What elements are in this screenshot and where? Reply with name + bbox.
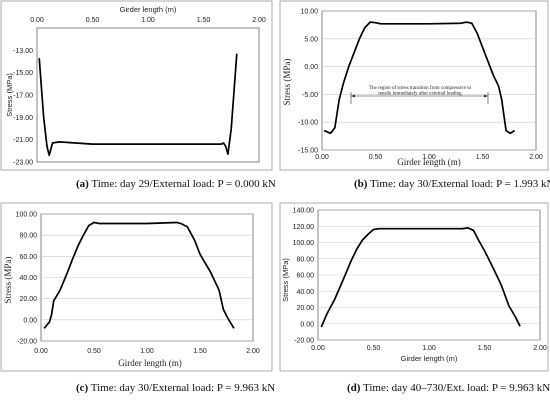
caption-a-text: Time: day 29/External load: P = 0.000 kN — [88, 178, 276, 190]
panel-c-y-tick-label: 60.00 — [19, 254, 37, 261]
caption-b-text: Time: day 30/External load: P = 1.993 kN — [367, 178, 550, 190]
panel-b-x-tick-label: 0.50 — [369, 154, 383, 161]
panel-b-x-tick-label: 0.00 — [315, 154, 329, 161]
panel-a-x-tick-label: 2.00 — [252, 17, 266, 24]
panel-a-plot-area — [36, 27, 260, 163]
caption-b-letter: (b) — [354, 178, 368, 190]
panel-c-y-tick-label: 80.00 — [19, 233, 37, 240]
panel-d-x-tick-label: 1.00 — [422, 345, 436, 352]
panel-b-y-tick-label: 5.00 — [304, 36, 318, 43]
panel-b-y-tick-label: -10.00 — [298, 120, 318, 127]
panel-d-series-line — [320, 227, 521, 328]
panel-b: 0.00 0.50 1.00 1.50 2.00 10.00 5.00 0.00 -5.00 -… — [279, 0, 549, 171]
panel-b-series-line — [323, 21, 516, 135]
panel-c-y-tick-label: -20.00 — [17, 339, 37, 346]
panel-c-y-tick-label: 0.00 — [23, 317, 37, 324]
panel-d-y-tick-label: 100.00 — [293, 240, 315, 247]
panel-a-x-tick-label: 0.50 — [86, 17, 100, 24]
panel-a-y-axis-label: Stress (MPa) — [5, 73, 14, 117]
panel-b-annotation-line1: The region of stress transition from com… — [369, 86, 472, 91]
panel-d-y-tick-label: 80.00 — [296, 256, 314, 263]
panel-c-y-tick-label: 100.00 — [16, 212, 38, 219]
caption-d-letter: (d) — [347, 382, 361, 394]
panel-c-x-tick-label: 1.50 — [193, 348, 207, 355]
caption-a: (a) Time: day 29/External load: P = 0.00… — [76, 178, 276, 190]
panel-c-y-axis-label: Stress (MPa) — [3, 257, 13, 304]
panel-c-x-tick-label: 1.00 — [140, 348, 154, 355]
panel-d-y-tick-label: 40.00 — [296, 289, 314, 296]
panel-d: 0.00 0.50 1.00 1.50 2.00 140.00 120.00 100.00 8… — [279, 202, 549, 372]
caption-d-text: Time: day 40–730/Ext. load: P = 9.963 kN — [360, 382, 550, 394]
panel-a-y-tick-label: -15.00 — [13, 70, 33, 77]
panel-a-series-line — [38, 53, 238, 157]
caption-c-letter: (c) — [76, 382, 89, 394]
panel-b-x-axis-label: Girder length (m) — [397, 157, 460, 167]
panel-b-annotation-arrowhead-right — [484, 94, 488, 98]
panel-c-y-tick-label: 40.00 — [19, 275, 37, 282]
caption-d: (d) Time: day 40–730/Ext. load: P = 9.96… — [347, 382, 550, 394]
caption-b: (b) Time: day 30/External load: P = 1.99… — [354, 178, 550, 190]
panel-b-frame — [279, 0, 549, 171]
panel-a-x-tick-label: 1.00 — [141, 17, 155, 24]
panel-d-x-tick-label: 1.50 — [478, 345, 492, 352]
panel-a-x-tick-label: 0.00 — [30, 17, 44, 24]
panel-d-y-tick-label: 60.00 — [296, 273, 314, 280]
panel-d-x-tick-label: 0.50 — [367, 345, 381, 352]
panel-a-x-axis-label: Girder length (m) — [120, 5, 177, 14]
panel-d-x-tick-label: 2.00 — [533, 345, 547, 352]
panel-b-x-tick-label: 1.00 — [422, 154, 436, 161]
panel-b-annotation-line2: tensile immediately after external loadi… — [378, 92, 462, 97]
panel-c-x-tick-label: 2.00 — [246, 348, 260, 355]
panel-d-y-tick-label: 20.00 — [296, 305, 314, 312]
panel-a-y-tick-label: -19.00 — [13, 115, 33, 122]
panel-d-x-axis-label: Girder length (m) — [401, 354, 458, 363]
panel-a-y-tick-label: -17.00 — [13, 93, 33, 100]
panel-a-x-tick-label: 1.50 — [197, 17, 211, 24]
caption-c: (c) Time: day 30/External load: P = 9.96… — [76, 382, 275, 394]
panel-d-y-tick-label: -20.00 — [294, 338, 314, 345]
panel-a-y-tick-label: -13.00 — [13, 48, 33, 55]
panel-a-y-tick-label: -21.00 — [13, 137, 33, 144]
panel-b-y-tick-label: 0.00 — [304, 64, 318, 71]
panel-c-series-line — [43, 221, 235, 329]
panel-d-y-tick-label: 120.00 — [293, 224, 315, 231]
panel-d-y-axis-label: Stress (MPa) — [281, 258, 290, 302]
panel-c-y-tick-label: 20.00 — [19, 296, 37, 303]
panel-c: 0.00 0.50 1.00 1.50 2.00 100.00 80.00 60.00 40.… — [0, 202, 273, 372]
panel-c-frame — [0, 202, 273, 372]
panel-d-y-tick-label: 140.00 — [293, 208, 315, 215]
caption-a-letter: (a) — [76, 178, 89, 190]
caption-c-text: Time: day 30/External load: P = 9.963 kN — [88, 382, 276, 394]
panel-d-frame — [279, 202, 549, 372]
panel-a-y-tick-label: -23.00 — [13, 160, 33, 167]
panel-b-annotation-arrowhead-left — [351, 94, 355, 98]
panel-b-y-tick-label: -15.00 — [298, 148, 318, 155]
panel-c-x-axis-label: Girder length (m) — [118, 358, 181, 368]
panel-d-y-tick-label: 0.00 — [300, 321, 314, 328]
panel-a: 0.00 0.50 1.00 1.50 2.00 -13.00 -15.00 -17.00 -… — [0, 0, 273, 171]
panel-c-x-tick-label: 0.50 — [87, 348, 101, 355]
panel-b-x-tick-label: 2.00 — [529, 154, 543, 161]
panel-b-y-tick-label: 10.00 — [300, 9, 318, 16]
panel-b-y-tick-label: -5.00 — [302, 92, 318, 99]
panel-b-y-axis-label: Stress (MPa) — [282, 59, 292, 106]
panel-b-x-tick-label: 1.50 — [476, 154, 490, 161]
panel-d-x-tick-label: 0.00 — [311, 345, 325, 352]
panel-c-x-tick-label: 0.00 — [34, 348, 48, 355]
